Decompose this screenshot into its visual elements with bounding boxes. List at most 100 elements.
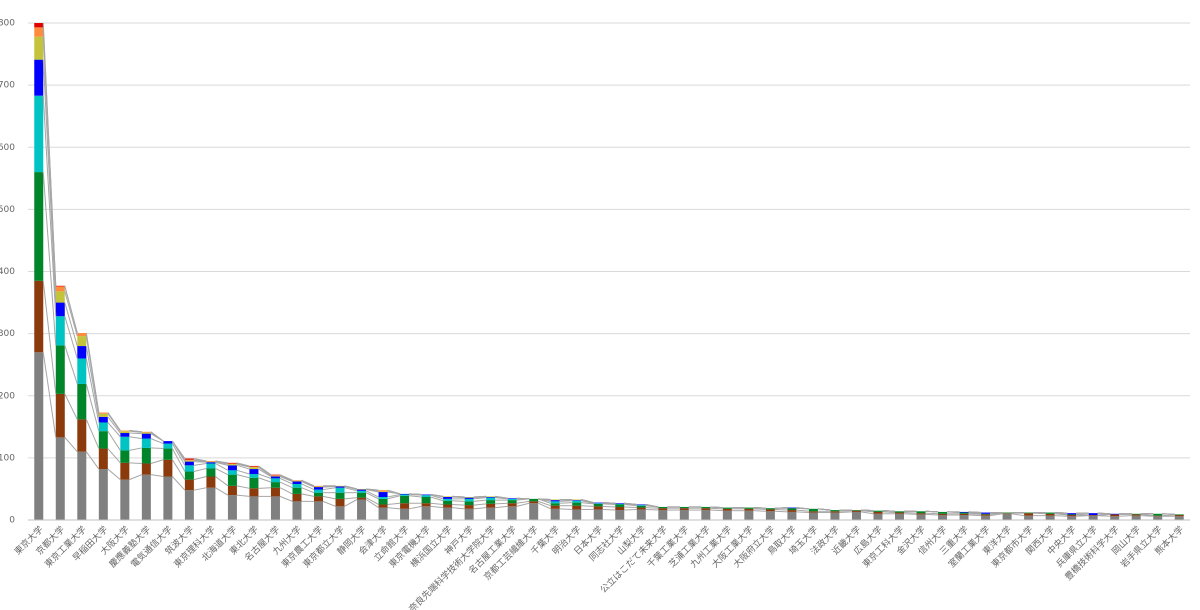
bar-segment — [314, 496, 323, 502]
series-line — [602, 505, 616, 508]
series-line — [860, 510, 874, 513]
series-line — [774, 510, 788, 513]
series-line — [602, 502, 616, 505]
series-line — [1097, 515, 1111, 517]
series-line — [409, 494, 422, 496]
bar-segment — [744, 507, 754, 509]
y-tick-label: 800 — [0, 19, 15, 29]
series-line — [301, 487, 315, 494]
bar-segment — [873, 513, 883, 520]
bar-segment — [270, 474, 280, 476]
series-line — [710, 509, 723, 512]
bar-segment — [636, 504, 646, 506]
series-line — [581, 505, 594, 507]
series-line — [1162, 514, 1175, 517]
series-line — [882, 511, 896, 514]
series-line — [365, 492, 379, 500]
bar-segment — [959, 513, 969, 516]
series-line — [624, 503, 637, 507]
bar-segment — [378, 491, 388, 493]
series-line — [839, 511, 852, 514]
series-line — [64, 393, 78, 420]
series-line — [925, 513, 939, 516]
series-line — [150, 474, 164, 478]
series-line — [430, 496, 444, 502]
bar-segment — [981, 512, 991, 514]
bar-segment — [206, 468, 216, 477]
series-line — [365, 499, 379, 508]
bar-segment — [34, 352, 44, 520]
series-line — [559, 500, 573, 502]
bar-segment — [249, 469, 259, 475]
series-line — [387, 507, 401, 510]
series-line — [236, 463, 250, 468]
bar-segment — [249, 488, 259, 497]
bar-segment — [249, 474, 259, 478]
bar-segment — [314, 489, 323, 493]
series-line — [1033, 512, 1046, 515]
bar-segment — [572, 509, 582, 520]
bar-segment — [184, 461, 194, 466]
bar-segment — [270, 487, 280, 497]
series-line — [516, 497, 530, 500]
bar-segment — [486, 500, 496, 504]
bar-segment — [658, 510, 668, 520]
bar-segment — [873, 511, 883, 514]
series-line — [645, 508, 659, 511]
bar-segment — [77, 383, 87, 420]
series-line — [430, 502, 444, 505]
bar-segment — [981, 515, 991, 520]
bar-segment — [184, 490, 194, 520]
bar-segment — [1067, 516, 1077, 520]
series-line — [968, 513, 982, 515]
bar-segment — [184, 479, 194, 491]
series-line — [193, 461, 207, 463]
series-line — [236, 462, 250, 467]
series-line — [452, 503, 465, 506]
series-line — [279, 481, 293, 489]
series-line — [968, 512, 982, 515]
series-line — [430, 505, 444, 509]
bar-segment — [486, 497, 496, 501]
bar-segment — [227, 464, 237, 466]
bar-segment — [98, 416, 108, 423]
bar-segment — [120, 479, 130, 520]
bar-segment — [464, 498, 474, 502]
series-line — [624, 502, 637, 505]
series-line — [215, 463, 229, 471]
bar-segment — [529, 503, 539, 520]
series-line — [42, 352, 57, 438]
series-line — [495, 497, 508, 500]
bar-segment — [851, 511, 861, 520]
series-line — [301, 480, 315, 487]
series-line — [171, 440, 186, 459]
series-line — [774, 508, 788, 511]
series-line — [215, 467, 229, 476]
bar-segment — [227, 463, 237, 465]
y-tick-label: 0 — [9, 516, 15, 526]
series-line — [258, 473, 272, 479]
series-line — [1162, 513, 1175, 515]
bar-segment — [421, 495, 431, 498]
series-line — [258, 466, 272, 476]
series-line — [236, 485, 250, 489]
bar-segment — [378, 507, 388, 520]
bar-segment — [550, 500, 560, 502]
series-line — [817, 508, 831, 511]
series-line — [344, 499, 358, 507]
bar-segment — [357, 492, 367, 498]
series-line — [473, 497, 487, 500]
bar-segment — [701, 506, 711, 509]
bar-segment — [55, 345, 65, 394]
series-line — [559, 508, 573, 510]
series-line — [1097, 512, 1111, 515]
series-line — [860, 511, 874, 515]
bar-segment — [1153, 516, 1163, 520]
bar-segment — [34, 36, 44, 60]
bar-segment — [55, 437, 65, 520]
bar-segment — [270, 475, 280, 477]
series-line — [1097, 513, 1111, 516]
bar-segment — [787, 507, 797, 509]
series-line — [839, 510, 852, 512]
bar-segment — [938, 511, 948, 514]
